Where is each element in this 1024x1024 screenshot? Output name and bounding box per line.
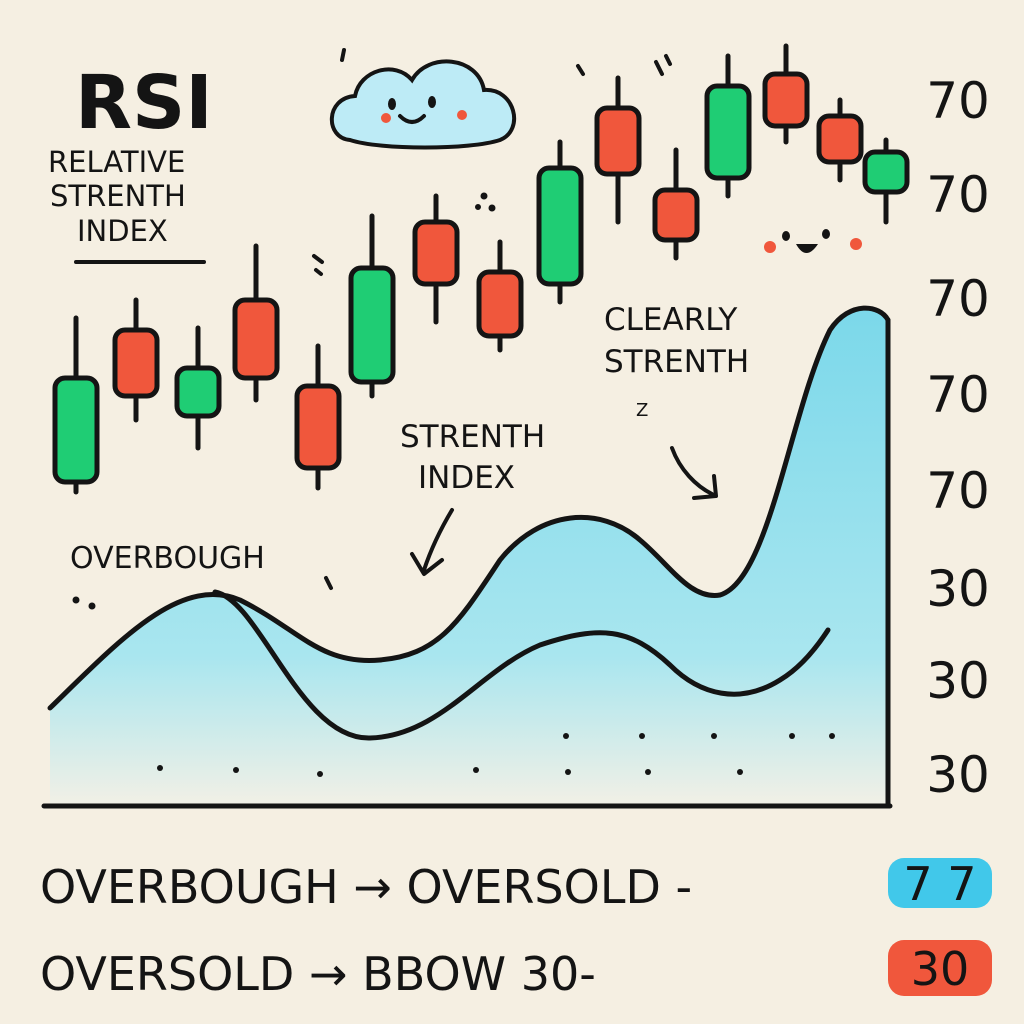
smiley-face-icon xyxy=(764,229,862,253)
annotation-strength-line-1: STRENTH xyxy=(400,419,545,455)
y-tick-labels: 70 70 70 70 70 30 30 30 xyxy=(926,72,990,804)
rsi-plot xyxy=(47,305,891,806)
cloud-mascot-icon xyxy=(329,48,517,150)
legend-row-1-badge xyxy=(888,858,992,908)
candle-11 xyxy=(652,147,700,261)
rsi-line-primary xyxy=(47,305,891,711)
candle-body xyxy=(816,113,864,165)
candle-1 xyxy=(52,315,100,495)
y-tick-label: 30 xyxy=(926,746,990,804)
candle-body xyxy=(232,297,280,381)
y-tick-label: 30 xyxy=(926,560,990,618)
arrow-clearly-icon xyxy=(670,446,718,500)
y-tick-label: 70 xyxy=(926,166,990,224)
candle-14 xyxy=(816,97,864,183)
baseline-dots xyxy=(157,733,835,777)
arrow-strength-icon xyxy=(410,508,454,576)
legend: OVERBOUGH → OVERSOLD - 7 7 OVERSOLD → BB… xyxy=(40,857,992,1001)
decorative-marks xyxy=(72,54,672,610)
candle-body xyxy=(112,327,160,399)
candle-body xyxy=(412,219,460,287)
candle-body xyxy=(652,187,700,243)
annotation-clearly-line-1: CLEARLY xyxy=(604,302,737,338)
legend-row-1-badge-text: 7 7 xyxy=(903,857,976,911)
candle-4 xyxy=(232,243,280,403)
candle-body xyxy=(476,269,524,339)
candle-body xyxy=(762,71,810,129)
candlestick-group xyxy=(52,43,910,495)
candle-8 xyxy=(476,239,524,353)
y-tick-label: 70 xyxy=(926,270,990,328)
candle-5 xyxy=(294,343,342,491)
legend-row-2-badge xyxy=(888,940,992,996)
chart-subtitle-line-1: RELATIVE xyxy=(48,145,185,179)
chart-subtitle-line-3: INDEX xyxy=(77,214,168,248)
candle-body xyxy=(294,383,342,471)
rsi-line-secondary xyxy=(212,589,831,741)
chart-title: RSI xyxy=(75,60,213,146)
candle-10 xyxy=(594,75,642,225)
legend-row-2-badge-text: 30 xyxy=(911,942,970,996)
chart-subtitle-line-2: STRENTH xyxy=(50,179,186,213)
candle-body xyxy=(52,375,100,485)
y-tick-label: 70 xyxy=(926,366,990,424)
candle-3 xyxy=(174,325,222,451)
annotation-sleep-z: Z xyxy=(636,400,648,421)
candle-body xyxy=(594,105,642,177)
candle-15 xyxy=(862,137,910,225)
candle-12 xyxy=(704,53,752,199)
legend-row-2-label: OVERSOLD → BBOW 30- xyxy=(40,947,596,1001)
annotation-overbought: OVERBOUGH xyxy=(70,541,265,576)
annotation-clearly-line-2: STRENTH xyxy=(604,344,749,380)
candle-13 xyxy=(762,43,810,145)
y-tick-label: 70 xyxy=(926,462,990,520)
candle-9 xyxy=(536,139,584,305)
candle-body xyxy=(174,365,222,419)
y-tick-label: 70 xyxy=(926,72,990,130)
annotation-strength-line-2: INDEX xyxy=(418,460,515,496)
candle-body xyxy=(862,149,910,195)
y-tick-label: 30 xyxy=(926,652,990,710)
candle-body xyxy=(536,165,584,287)
candle-body xyxy=(348,265,396,385)
candle-7 xyxy=(412,193,460,325)
rsi-area xyxy=(50,308,888,806)
candle-body xyxy=(704,83,752,181)
candle-2 xyxy=(112,297,160,423)
candle-6 xyxy=(348,213,396,399)
legend-row-1-label: OVERBOUGH → OVERSOLD - xyxy=(40,860,692,914)
